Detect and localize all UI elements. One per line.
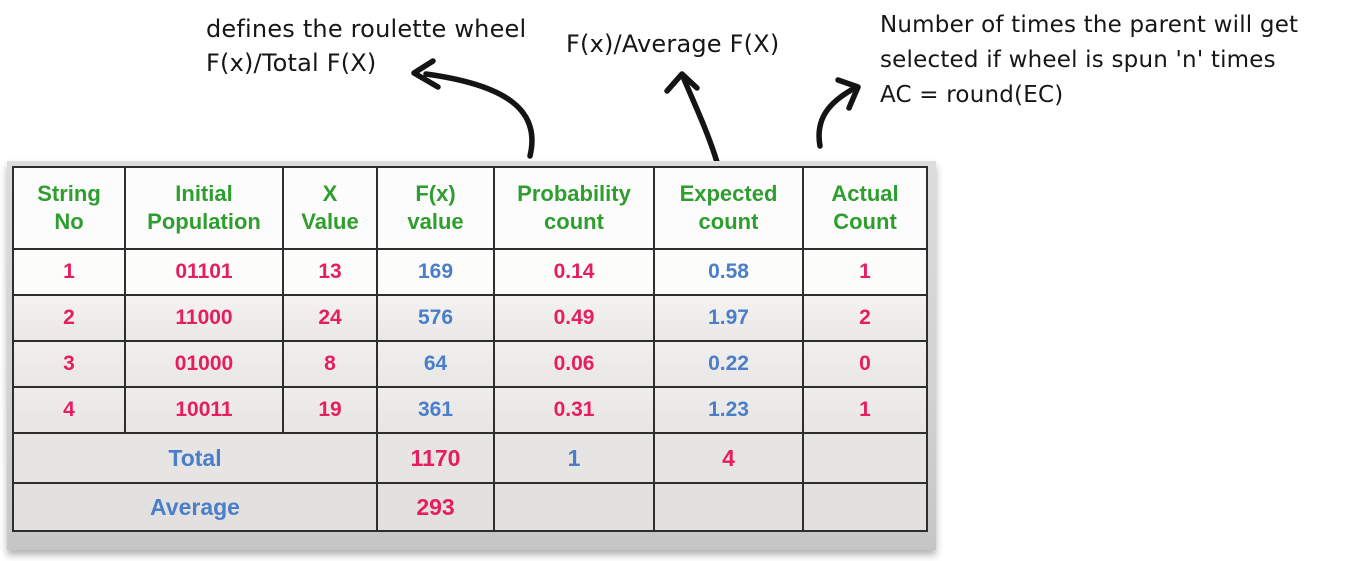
cell-x-value: 8 bbox=[282, 340, 378, 388]
cell-string-no: 2 bbox=[12, 294, 126, 342]
cell-initial-population: 01000 bbox=[124, 340, 284, 388]
table-row: 1 01101 13 169 0.14 0.58 1 bbox=[12, 248, 928, 296]
table-row: 2 11000 24 576 0.49 1.97 2 bbox=[12, 294, 928, 342]
average-expected bbox=[653, 482, 804, 532]
cell-expected-count: 1.97 bbox=[653, 294, 804, 342]
selection-table: String No Initial Population X Value F(x… bbox=[12, 166, 928, 532]
annotation-line: F(x)/Total F(X) bbox=[206, 49, 377, 77]
cell-actual-count: 0 bbox=[802, 340, 928, 388]
cell-string-no: 1 bbox=[12, 248, 126, 296]
annotation-line: Number of times the parent will get bbox=[880, 12, 1299, 38]
header-expected-count: Expected count bbox=[653, 166, 804, 250]
cell-expected-count: 1.23 bbox=[653, 386, 804, 434]
header-x-value: X Value bbox=[282, 166, 378, 250]
cell-expected-count: 0.58 bbox=[653, 248, 804, 296]
header-fx-value: F(x) value bbox=[376, 166, 495, 250]
header-probability-count: Probability count bbox=[493, 166, 655, 250]
total-probability: 1 bbox=[493, 432, 655, 484]
cell-x-value: 13 bbox=[282, 248, 378, 296]
table-row: 4 10011 19 361 0.31 1.23 1 bbox=[12, 386, 928, 434]
cell-fx-value: 361 bbox=[376, 386, 495, 434]
header-initial-population: Initial Population bbox=[124, 166, 284, 250]
average-row: Average 293 bbox=[12, 482, 928, 532]
total-actual bbox=[802, 432, 928, 484]
cell-string-no: 3 bbox=[12, 340, 126, 388]
cell-initial-population: 10011 bbox=[124, 386, 284, 434]
cell-probability-count: 0.49 bbox=[493, 294, 655, 342]
average-label: Average bbox=[12, 482, 378, 532]
cell-initial-population: 01101 bbox=[124, 248, 284, 296]
total-row: Total 1170 1 4 bbox=[12, 432, 928, 484]
average-fx: 293 bbox=[376, 482, 495, 532]
cell-fx-value: 576 bbox=[376, 294, 495, 342]
total-fx: 1170 bbox=[376, 432, 495, 484]
total-label: Total bbox=[12, 432, 378, 484]
average-probability bbox=[493, 482, 655, 532]
table-panel: String No Initial Population X Value F(x… bbox=[7, 161, 936, 550]
cell-string-no: 4 bbox=[12, 386, 126, 434]
annotation-actual-count: Number of times the parent will get sele… bbox=[880, 8, 1298, 113]
cell-x-value: 24 bbox=[282, 294, 378, 342]
cell-probability-count: 0.14 bbox=[493, 248, 655, 296]
cell-x-value: 19 bbox=[282, 386, 378, 434]
annotation-line: selected if wheel is spun 'n' times bbox=[880, 47, 1276, 73]
cell-fx-value: 169 bbox=[376, 248, 495, 296]
total-expected: 4 bbox=[653, 432, 804, 484]
annotation-line: AC = round(EC) bbox=[880, 82, 1064, 108]
table-row: 3 01000 8 64 0.06 0.22 0 bbox=[12, 340, 928, 388]
cell-probability-count: 0.06 bbox=[493, 340, 655, 388]
cell-actual-count: 1 bbox=[802, 248, 928, 296]
cell-expected-count: 0.22 bbox=[653, 340, 804, 388]
cell-fx-value: 64 bbox=[376, 340, 495, 388]
table-header-row: String No Initial Population X Value F(x… bbox=[12, 166, 928, 250]
annotation-line: defines the roulette wheel bbox=[206, 15, 527, 43]
annotation-roulette-wheel: defines the roulette wheel F(x)/Total F(… bbox=[206, 12, 526, 80]
cell-actual-count: 1 bbox=[802, 386, 928, 434]
cell-initial-population: 11000 bbox=[124, 294, 284, 342]
header-actual-count: Actual Count bbox=[802, 166, 928, 250]
cell-probability-count: 0.31 bbox=[493, 386, 655, 434]
cell-actual-count: 2 bbox=[802, 294, 928, 342]
annotation-average-formula: F(x)/Average F(X) bbox=[566, 27, 779, 61]
arrow-to-actual-column bbox=[816, 77, 861, 149]
annotation-line: F(x)/Average F(X) bbox=[566, 30, 780, 58]
arrow-to-expected-column bbox=[664, 71, 720, 165]
header-string-no: String No bbox=[12, 166, 126, 250]
average-actual bbox=[802, 482, 928, 532]
